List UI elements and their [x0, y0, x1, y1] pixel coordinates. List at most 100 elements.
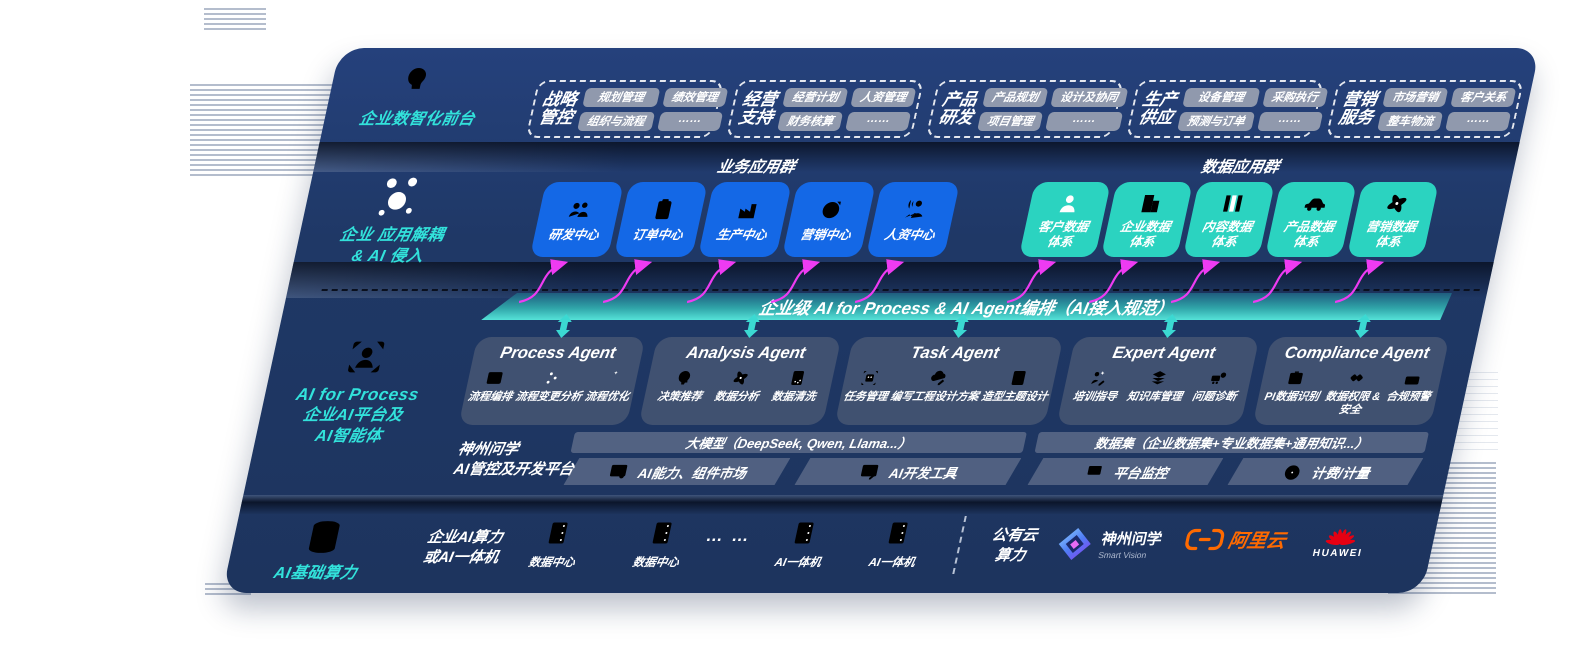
platform-model-group: 大模型（DeepSeek, Qwen, Llama...） AI能力、组件市场 … — [564, 432, 1027, 485]
platform-cell-devtools: AI开发工具 — [795, 458, 1022, 485]
vertical-dashed-divider — [952, 516, 967, 574]
group-title-line: 产品 — [940, 89, 979, 109]
building-icon — [1134, 190, 1167, 217]
design-pad-icon — [1006, 368, 1030, 388]
updown-arrow-icon — [556, 314, 572, 338]
agent-card-compliance: Compliance Agent PI数据识别 数据权限 & 安全 合规预警 — [1252, 337, 1450, 425]
group-title-line: 支持 — [736, 108, 776, 127]
updown-arrow-icon — [953, 314, 969, 338]
group-title-line: 战略 — [540, 89, 579, 109]
data-system-label-line: 内容数据 — [1200, 220, 1254, 235]
public-cloud-line2: 算力 — [993, 547, 1028, 565]
agent-item: 流程变更分析 — [514, 368, 588, 404]
data-system-label-line: 体系 — [1210, 234, 1239, 249]
capability-pill: 整车物流 — [1377, 111, 1444, 131]
person-scan-icon — [338, 334, 394, 380]
robot-icon — [857, 368, 881, 388]
agent-item-label: 编写工程设计方案 — [889, 391, 980, 403]
data-system-box: 营销数据 体系 — [1346, 182, 1440, 257]
agent-item-label: 流程优化 — [583, 391, 631, 403]
huawei-name: HUAWEI — [1311, 548, 1364, 559]
public-cloud-line1: 公有云 — [990, 527, 1039, 544]
business-apps-header: 业务应用群 — [715, 159, 797, 176]
diagnose-icon — [1206, 368, 1230, 388]
front-office-group: 营销 服务 市场营销 客户关系 整车物流 …… — [1325, 80, 1525, 138]
agent-item-label: 数据权限 & 安全 — [1323, 391, 1382, 416]
agent-items: PI数据识别 数据权限 & 安全 合规预警 — [1254, 368, 1442, 416]
mentor-icon — [1087, 368, 1111, 388]
id-card-icon — [1284, 368, 1308, 388]
users-icon — [563, 196, 596, 223]
updown-arrow-icon — [1162, 314, 1178, 338]
platform-label-line2: AI管控及开发平台 — [451, 461, 576, 479]
platform-cell-billing: 计费/计量 — [1228, 458, 1424, 485]
ai-appliance-node: AI一体机 — [767, 518, 836, 570]
agent-items: 决策推荐 数据分析 数据清洗 — [643, 368, 835, 404]
node-label: 数据中心 — [631, 557, 680, 569]
capability-pill: 规划管理 — [582, 87, 660, 107]
capability-pill: 项目管理 — [977, 111, 1044, 131]
agent-items: 培训指导 知识库管理 问题诊断 — [1061, 368, 1253, 404]
module-icon — [605, 461, 632, 483]
platform-cell-label: AI开发工具 — [887, 465, 959, 481]
data-system-box: 产品数据 体系 — [1264, 182, 1358, 257]
agent-card-expert: Expert Agent 培训指导 知识库管理 问题诊断 — [1056, 337, 1260, 425]
datacenter-node: 数据中心 — [625, 518, 694, 570]
compute-label-line2: 或AI一体机 — [421, 549, 501, 567]
agent-title: Analysis Agent — [684, 344, 808, 362]
agent-item-label: 数据分析 — [713, 391, 760, 403]
agent-item: 决策推荐 — [656, 368, 708, 404]
app-center-box: 营销中心 — [781, 182, 877, 257]
vendor-szwx: 神州问学 Smart Vision — [1053, 526, 1165, 562]
capability-pill: 设计及协同 — [1050, 87, 1128, 107]
capability-pill: 采购执行 — [1261, 87, 1328, 107]
data-system-label: 客户数据 体系 — [1034, 220, 1090, 249]
app-layer-rail-line1: 企业 应用解耦 — [338, 227, 446, 244]
aliyun-name: 阿里云 — [1226, 531, 1288, 552]
group-pills: 设备管理 采购执行 预测与订单 …… — [1177, 87, 1328, 131]
app-center-box: 研发中心 — [529, 182, 625, 257]
server-icon — [540, 518, 576, 548]
app-center-label: 人资中心 — [882, 228, 937, 243]
data-apps-row: 客户数据 体系 企业数据 体系 内容数据 体系 产品数据 体系 营销数据 体系 — [1018, 182, 1440, 257]
agent-item: 数据分析 — [713, 368, 765, 404]
huawei-logo-icon — [1325, 529, 1355, 545]
head-gear-icon — [671, 368, 695, 388]
layers-icon — [1146, 368, 1170, 388]
data-system-label: 营销数据 体系 — [1362, 220, 1418, 249]
agent-item: 数据权限 & 安全 — [1321, 368, 1386, 416]
group-pills: 市场营销 客户关系 整车物流 …… — [1377, 87, 1517, 131]
capability-pill: …… — [1045, 111, 1123, 131]
group-title: 生产 供应 — [1137, 90, 1179, 128]
data-system-label-line: 体系 — [1374, 234, 1403, 249]
agent-item: 培训指导 — [1071, 368, 1123, 404]
group-title: 产品 研发 — [937, 89, 979, 128]
devtools-icon — [856, 461, 883, 483]
cloud-pen-icon — [926, 368, 950, 388]
aliyun-logo-icon — [1183, 527, 1226, 552]
infrastructure-row: 企业AI算力 或AI一体机 数据中心 数据中心 … … AI一体机 AI一体机 … — [223, 510, 1440, 590]
app-center-label: 生产中心 — [714, 228, 769, 243]
front-office-group: 生产 供应 设备管理 采购执行 预测与订单 …… — [1125, 80, 1328, 138]
platform-data-group: 数据集（企业数据集+专业数据集+通用知识...） 平台监控 计费/计量 — [1028, 432, 1429, 485]
dataset-bar: 数据集（企业数据集+专业数据集+通用知识...） — [1034, 432, 1429, 453]
target-icon — [815, 196, 848, 223]
platform-cell-label: 平台监控 — [1111, 465, 1170, 481]
platform-cells: 平台监控 计费/计量 — [1028, 458, 1424, 485]
agents-row: Process Agent 流程编排 流程变更分析 流程优化 Analysis … — [458, 337, 1450, 425]
updown-arrow-icon — [1355, 314, 1371, 338]
dashed-separator-line — [321, 289, 1480, 291]
capability-pill: …… — [1256, 111, 1323, 131]
group-title-line: 服务 — [1336, 108, 1376, 127]
szwx-logo-icon — [1058, 528, 1091, 560]
app-layer-rail-line2: & AI 侵入 — [349, 247, 425, 265]
agent-item-label: 决策推荐 — [656, 391, 703, 403]
compute-label-line1: 企业AI算力 — [425, 529, 505, 546]
datacenter-node: 数据中心 — [521, 518, 590, 570]
agent-item-label: 问题诊断 — [1190, 391, 1238, 403]
agent-item-label: 流程编排 — [466, 391, 514, 403]
capability-pill: 产品规划 — [982, 87, 1049, 107]
platform-cells: AI能力、组件市场 AI开发工具 — [564, 458, 1022, 485]
agent-items: 流程编排 流程变更分析 流程优化 — [463, 368, 639, 404]
